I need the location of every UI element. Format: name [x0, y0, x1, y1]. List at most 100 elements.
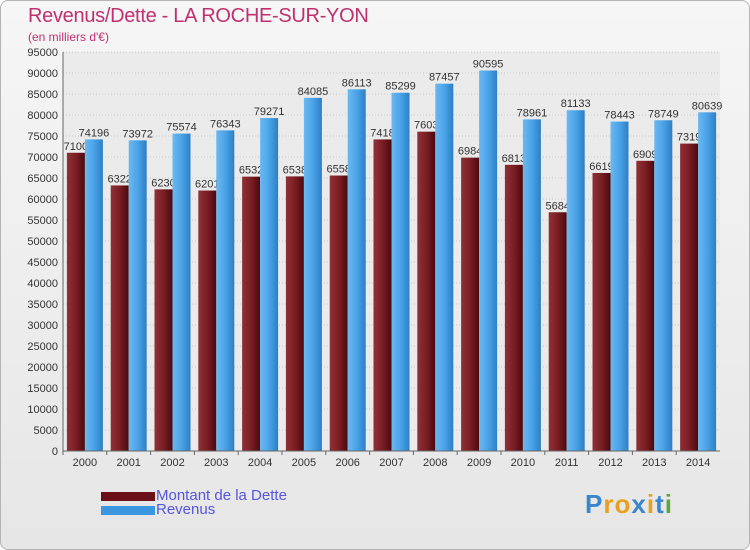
bar-revenue: [216, 130, 235, 451]
data-label-debt: 6558: [326, 164, 350, 176]
logo-letter: t: [655, 489, 665, 519]
bar-revenue: [610, 121, 629, 451]
bar-debt: [198, 190, 217, 451]
data-label-debt: 6619: [589, 161, 613, 173]
data-label-debt: 6538: [283, 164, 307, 176]
y-tick-label: 55000: [27, 215, 58, 227]
proxiti-logo: Proxiti: [585, 489, 673, 520]
chart-title: Revenus/Dette - LA ROCHE-SUR-YON: [28, 5, 369, 27]
x-tick-label: 2013: [642, 457, 666, 469]
bar-revenue: [260, 118, 279, 451]
bar-debt: [417, 131, 436, 452]
x-tick-label: 2003: [204, 457, 228, 469]
y-tick-label: 15000: [27, 383, 58, 395]
data-label-revenue: 76343: [210, 118, 241, 130]
x-tick-label: 2000: [73, 457, 97, 469]
legend-swatch-debt: [101, 492, 155, 501]
legend-label-revenue: Revenus: [156, 501, 216, 518]
y-tick-label: 10000: [27, 404, 58, 416]
x-tick-label: 2008: [423, 457, 447, 469]
y-tick-label: 50000: [27, 236, 58, 248]
bar-revenue: [522, 119, 541, 451]
data-label-revenue: 78749: [648, 108, 679, 120]
y-tick-label: 95000: [27, 47, 58, 59]
bar-debt: [548, 212, 567, 451]
logo-letter: i: [646, 489, 656, 519]
x-tick-label: 2002: [160, 457, 184, 469]
data-label-debt: 5684: [545, 200, 569, 212]
data-label-debt: 6201: [195, 179, 219, 191]
x-tick-label: 2007: [379, 457, 403, 469]
y-tick-label: 60000: [27, 194, 58, 206]
bar-revenue: [391, 92, 410, 451]
bar-revenue: [654, 120, 673, 451]
data-label-revenue: 78443: [604, 110, 635, 122]
bar-debt: [373, 139, 392, 451]
x-tick-label: 2009: [467, 457, 491, 469]
bar-debt: [329, 175, 348, 451]
bar-revenue: [303, 97, 322, 451]
data-label-revenue: 85299: [385, 81, 416, 93]
y-tick-label: 30000: [27, 320, 58, 332]
logo-letter: o: [614, 489, 632, 519]
data-label-revenue: 81133: [561, 98, 591, 110]
data-label-revenue: 90595: [473, 59, 504, 71]
bar-debt: [504, 164, 523, 452]
bar-revenue: [347, 89, 366, 451]
logo-letter: r: [603, 489, 615, 519]
data-label-revenue: 73972: [122, 128, 153, 140]
logo-letter: P: [585, 489, 604, 519]
legend-label-debt: Montant de la Dette: [156, 487, 287, 504]
x-tick-label: 2014: [686, 457, 710, 469]
x-tick-label: 2010: [511, 457, 535, 469]
bar-revenue: [435, 83, 454, 451]
bar-debt: [285, 176, 304, 451]
x-tick-label: 2012: [598, 457, 622, 469]
data-label-debt: 6230: [151, 177, 175, 189]
data-label-debt: 7603: [414, 120, 438, 132]
y-tick-label: 65000: [27, 173, 58, 185]
bar-debt: [636, 160, 655, 451]
data-label-revenue: 75574: [166, 122, 197, 134]
data-label-debt: 6813: [502, 153, 526, 165]
legend-swatch-revenue: [101, 506, 155, 515]
data-label-debt: 7418: [370, 127, 394, 139]
bar-debt: [592, 172, 611, 451]
data-label-revenue: 86113: [342, 77, 372, 89]
bar-debt: [110, 185, 129, 451]
data-label-revenue: 87457: [429, 72, 460, 84]
bar-revenue: [479, 70, 498, 451]
data-label-revenue: 78961: [517, 107, 548, 119]
bar-revenue: [566, 110, 585, 452]
y-tick-label: 35000: [27, 299, 58, 311]
x-tick-label: 2004: [248, 457, 272, 469]
y-tick-label: 40000: [27, 278, 58, 290]
y-tick-label: 75000: [27, 131, 58, 143]
data-label-revenue: 79271: [254, 106, 285, 118]
x-tick-label: 2005: [292, 457, 316, 469]
bar-debt: [66, 152, 85, 452]
data-label-revenue: 84085: [298, 86, 329, 98]
y-tick-label: 70000: [27, 152, 58, 164]
chart-subtitle: (en milliers d'€): [28, 30, 109, 44]
bar-debt: [242, 176, 261, 451]
data-label-debt: 6984: [458, 146, 482, 158]
y-tick-label: 0: [52, 446, 58, 458]
bar-debt: [154, 189, 173, 451]
y-tick-label: 85000: [27, 89, 58, 101]
data-label-debt: 6322: [107, 173, 131, 185]
bar-revenue: [128, 140, 147, 451]
y-tick-label: 25000: [27, 341, 58, 353]
logo-letter: i: [664, 489, 673, 519]
data-label-debt: 6909: [633, 149, 657, 161]
data-label-debt: 7100: [64, 141, 88, 153]
y-tick-label: 80000: [27, 110, 58, 122]
x-tick-label: 2011: [555, 457, 579, 469]
bar-revenue: [84, 139, 103, 451]
y-tick-label: 45000: [27, 257, 58, 269]
data-label-revenue: 80639: [692, 100, 723, 112]
y-tick-label: 20000: [27, 362, 58, 374]
logo-letter: x: [631, 489, 647, 519]
